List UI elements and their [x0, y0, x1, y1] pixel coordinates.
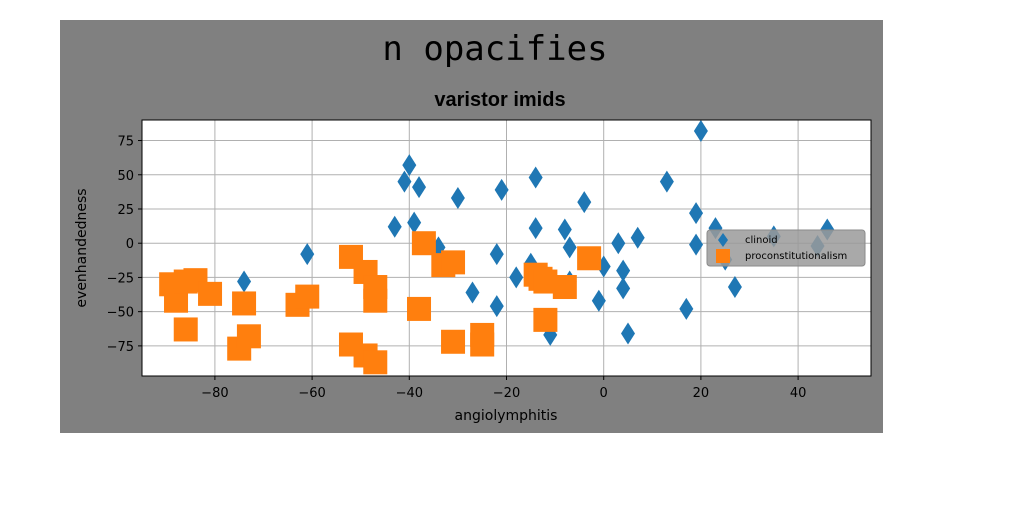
chart-title: n opacifies [382, 29, 607, 69]
point-clinoid [489, 295, 504, 318]
chart-subtitle: varistor imids [434, 89, 565, 111]
point-clinoid [509, 266, 524, 289]
y-tick-label: 25 [117, 203, 134, 218]
point-proconstitutionalism [173, 317, 198, 342]
point-clinoid [616, 259, 631, 282]
y-tick-label: −75 [107, 340, 134, 355]
y-tick-label: −50 [107, 306, 134, 321]
plot-frame [141, 119, 872, 377]
point-clinoid [562, 236, 577, 259]
point-clinoid [412, 176, 427, 199]
y-tick-label: 50 [117, 169, 134, 184]
y-tick-label: 75 [117, 135, 134, 150]
point-clinoid [557, 218, 572, 241]
x-tick-label: 40 [790, 386, 807, 401]
point-proconstitutionalism [236, 324, 261, 349]
x-tick-label: −40 [396, 386, 423, 401]
point-clinoid [630, 226, 645, 249]
point-clinoid [407, 211, 422, 234]
point-proconstitutionalism [232, 291, 257, 316]
legend-marker-proconstitutionalism [716, 249, 730, 263]
point-clinoid [591, 289, 606, 312]
point-clinoid [465, 281, 480, 304]
y-axis-label: evenhandedness [74, 188, 90, 307]
point-clinoid [577, 191, 592, 214]
point-clinoid [659, 170, 674, 193]
legend-label-clinoid: clinoid [745, 235, 778, 246]
point-proconstitutionalism [411, 231, 436, 256]
y-tick-label: −25 [107, 271, 134, 286]
point-clinoid [693, 119, 708, 142]
point-proconstitutionalism [470, 332, 495, 357]
point-clinoid [494, 178, 509, 201]
point-proconstitutionalism [295, 284, 320, 309]
x-tick-label: 20 [693, 386, 710, 401]
point-clinoid [489, 243, 504, 266]
point-clinoid [528, 217, 543, 240]
point-clinoid [397, 170, 412, 193]
point-clinoid [450, 187, 465, 210]
point-proconstitutionalism [198, 281, 223, 306]
legend: clinoid proconstitutionalism [706, 229, 866, 267]
point-proconstitutionalism [577, 246, 602, 271]
point-proconstitutionalism [552, 275, 577, 300]
point-clinoid [402, 154, 417, 177]
legend-marker-clinoid [718, 233, 728, 247]
point-clinoid [689, 233, 704, 256]
x-tick-label: −60 [298, 386, 325, 401]
point-proconstitutionalism [441, 250, 466, 275]
point-clinoid [727, 276, 742, 299]
x-axis-label: angiolymphitis [455, 408, 558, 424]
legend-box [706, 229, 866, 267]
point-proconstitutionalism [533, 307, 558, 332]
point-proconstitutionalism [363, 288, 388, 313]
point-clinoid [616, 277, 631, 300]
point-proconstitutionalism [363, 350, 388, 375]
point-proconstitutionalism [407, 296, 432, 321]
point-proconstitutionalism [441, 329, 466, 354]
point-clinoid [528, 166, 543, 189]
point-clinoid [300, 243, 315, 266]
legend-label-proconstitutionalism: proconstitutionalism [745, 251, 847, 262]
point-clinoid [237, 270, 252, 293]
x-tick-label: −80 [201, 386, 228, 401]
axis-ticks: −80 −60 −40 −20 0 20 40 75 50 25 0 −25 −50 −75 [107, 135, 807, 401]
point-clinoid [689, 202, 704, 225]
x-tick-label: 0 [600, 386, 608, 401]
point-clinoid [387, 215, 402, 238]
point-clinoid [611, 232, 626, 255]
point-clinoid [621, 322, 635, 345]
x-tick-label: −20 [493, 386, 520, 401]
point-clinoid [679, 297, 694, 320]
y-tick-label: 0 [126, 237, 134, 252]
